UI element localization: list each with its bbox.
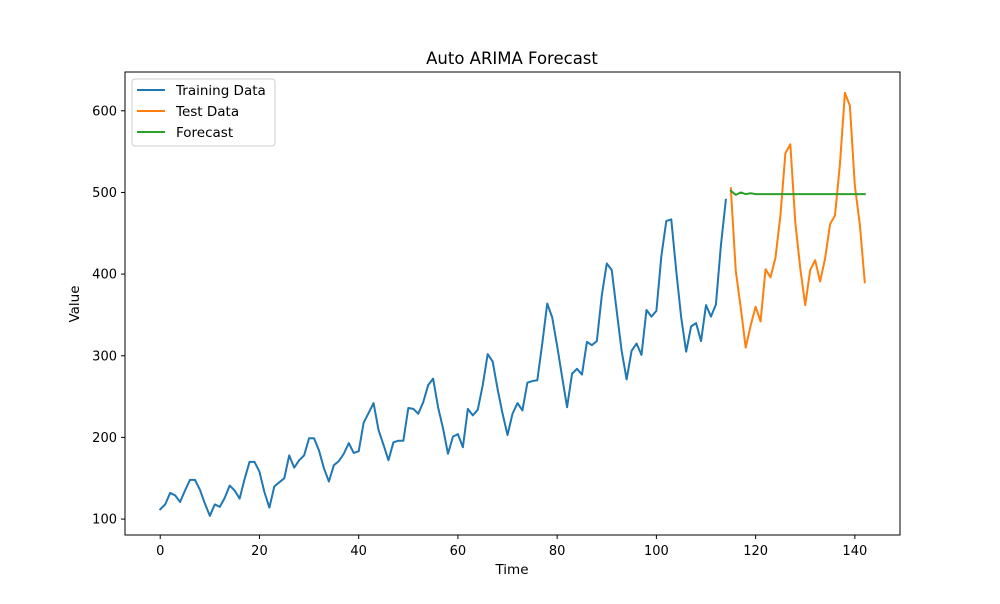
- chart-title: Auto ARIMA Forecast: [426, 49, 598, 68]
- series-line-forecast: [729, 189, 866, 196]
- y-tick-label: 500: [92, 186, 117, 201]
- legend-box: [131, 78, 276, 147]
- y-tick-label: 200: [92, 431, 117, 446]
- x-tick-label: 140: [842, 544, 867, 559]
- y-axis-label: Value: [67, 285, 83, 322]
- x-tick-label: 20: [251, 544, 268, 559]
- series-line-training-data: [158, 198, 727, 517]
- legend: Training Data Test Data Forecast: [131, 78, 276, 147]
- y-tick-label: 600: [92, 104, 117, 119]
- legend-label: Forecast: [176, 125, 233, 141]
- y-tick-label: 300: [92, 349, 117, 364]
- x-axis-label: Time: [494, 562, 528, 578]
- y-tick-label: 100: [92, 513, 117, 528]
- axes-background: [125, 72, 900, 535]
- x-tick-label: 40: [350, 544, 367, 559]
- plot-area: 0 20 40 60 80 100 120 140 100 200 300 400 500 600: [92, 71, 901, 559]
- legend-label: Test Data: [175, 104, 239, 120]
- x-tick-label: 120: [743, 544, 768, 559]
- x-tick-label: 100: [644, 544, 669, 559]
- axes-frame: [124, 71, 901, 536]
- x-tick-label: 80: [549, 544, 566, 559]
- x-tick-label: 60: [450, 544, 467, 559]
- x-tick-label: 0: [156, 544, 164, 559]
- legend-label: Training Data: [175, 83, 266, 99]
- y-tick-label: 400: [92, 268, 117, 283]
- series-line-test-data: [729, 91, 866, 349]
